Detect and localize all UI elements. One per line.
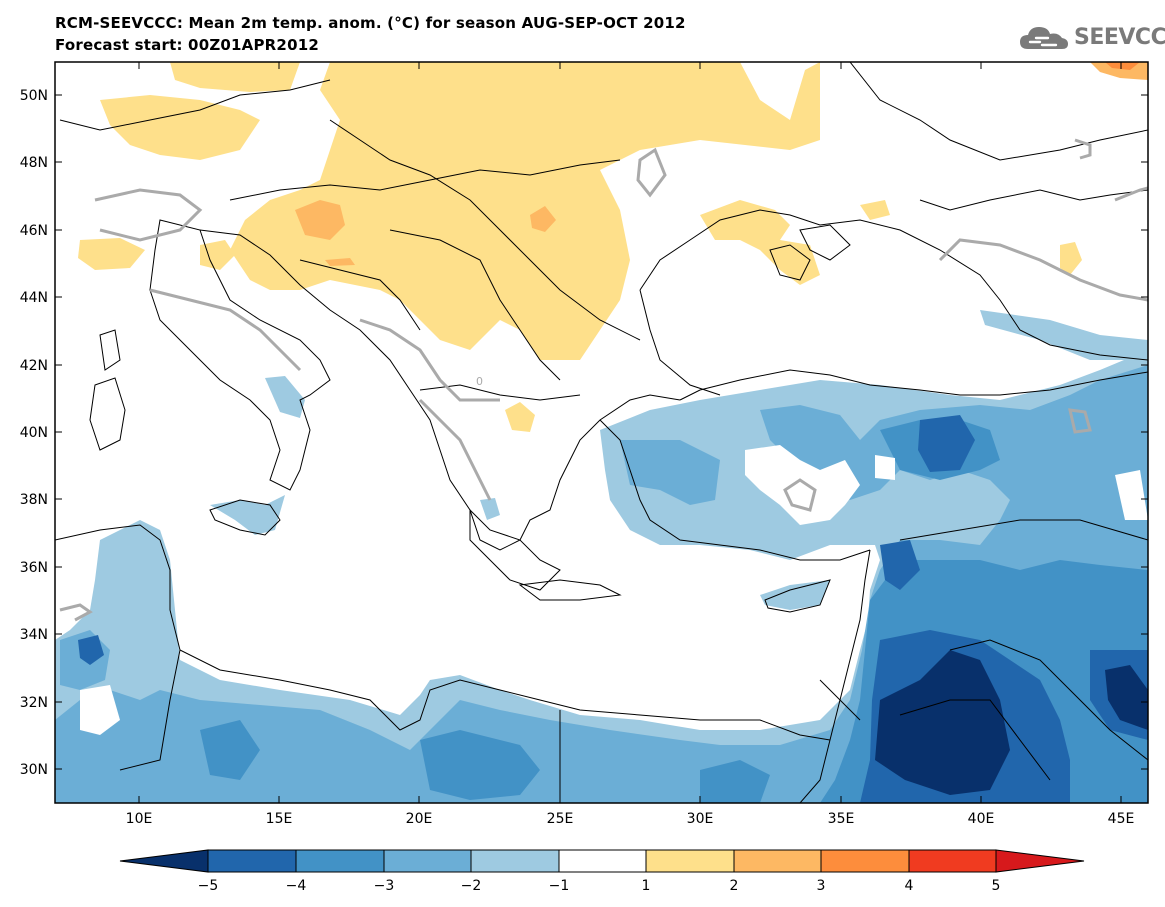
colorbar-segment (645, 849, 735, 873)
lon-label: 15E (266, 811, 293, 827)
colorbar-segment (908, 849, 997, 873)
colorbar: −5 −4 −3 −2 −1 1 2 3 4 5 (119, 849, 1085, 894)
map-area: 0 (55, 62, 1148, 803)
lon-label: 30E (687, 811, 714, 827)
colorbar-tick: 3 (817, 878, 826, 894)
colorbar-tick: −3 (374, 878, 395, 894)
lat-label: 48N (20, 155, 48, 171)
coastlines-borders (55, 62, 1148, 803)
seevccc-logo: SEEVCCC (1018, 20, 1165, 54)
zero-contours (59, 138, 1148, 622)
lat-label: 34N (20, 627, 48, 643)
colorbar-segment (470, 849, 560, 873)
lat-label: 46N (20, 223, 48, 239)
forecast-start: Forecast start: 00Z01APR2012 (55, 36, 319, 54)
colorbar-tick: 2 (730, 878, 739, 894)
colorbar-tick: −2 (461, 878, 482, 894)
colorbar-tick: 5 (992, 878, 1001, 894)
lat-label: 30N (20, 762, 48, 778)
colorbar-segment (207, 849, 297, 873)
colorbar-tick: −4 (286, 878, 307, 894)
lon-label: 20E (406, 811, 433, 827)
lat-label: 36N (20, 560, 48, 576)
colorbar-segment (295, 849, 385, 873)
lon-label: 10E (126, 811, 153, 827)
colorbar-segment (733, 849, 822, 873)
lat-label: 42N (20, 358, 48, 374)
warm-anomaly-fields (78, 62, 1148, 432)
lat-label: 32N (20, 695, 48, 711)
lon-label: 35E (828, 811, 855, 827)
lon-label: 40E (968, 811, 995, 827)
contour-label: 0 (476, 375, 483, 388)
colorbar-high-arrow (995, 849, 1085, 873)
colorbar-tick: −5 (198, 878, 219, 894)
lat-axis: 50N 48N 46N 44N 42N 40N 38N 36N 34N 32N … (20, 88, 1148, 778)
colorbar-low-arrow (119, 849, 209, 873)
lon-label: 45E (1108, 811, 1135, 827)
map-title: RCM-SEEVCCC: Mean 2m temp. anom. (°C) fo… (55, 14, 686, 32)
cool-anomaly-fields (55, 310, 1148, 803)
colorbar-tick: 1 (642, 878, 651, 894)
colorbar-segment (820, 849, 910, 873)
logo-text: SEEVCCC (1074, 24, 1165, 50)
lat-label: 40N (20, 425, 48, 441)
lat-label: 50N (20, 88, 48, 104)
title-block: RCM-SEEVCCC: Mean 2m temp. anom. (°C) fo… (55, 12, 686, 56)
colorbar-tick: −1 (549, 878, 570, 894)
lon-axis: 10E 15E 20E 25E 30E 35E 40E 45E (126, 62, 1135, 827)
colorbar-tick: 4 (905, 878, 914, 894)
cloud-icon (1020, 27, 1068, 49)
colorbar-segment (383, 849, 472, 873)
colorbar-segment (558, 849, 647, 873)
lat-label: 38N (20, 492, 48, 508)
lat-label: 44N (20, 290, 48, 306)
lon-label: 25E (547, 811, 574, 827)
